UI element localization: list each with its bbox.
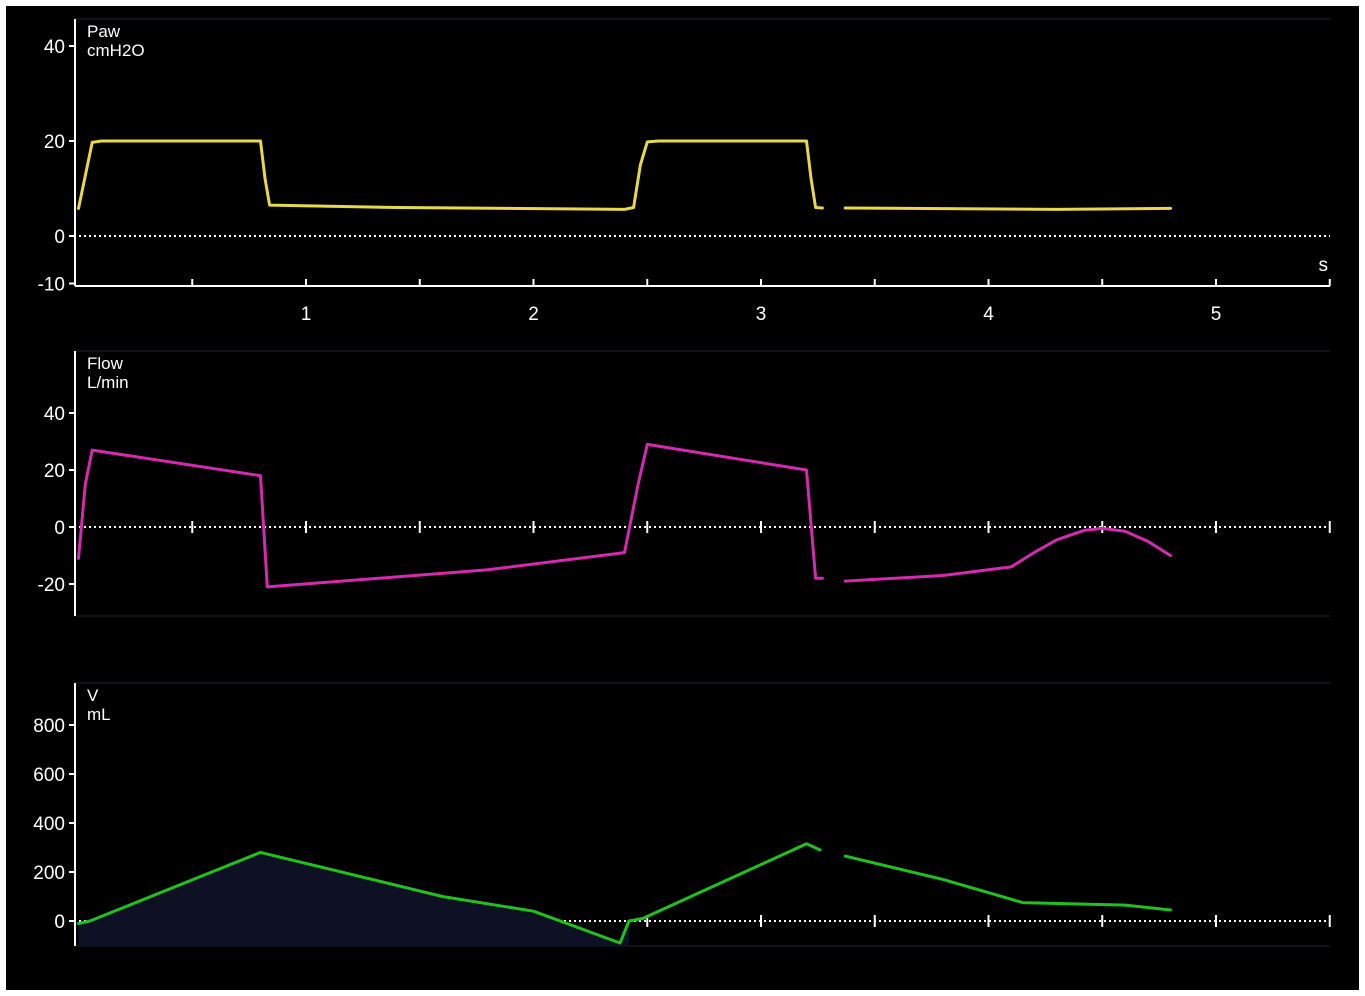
chart-1-y-tick-label: 0 bbox=[54, 518, 65, 539]
chart-0-x-tick-label: 2 bbox=[528, 304, 539, 325]
chart-0-y-tick-label: -10 bbox=[38, 275, 65, 296]
chart-2-title: V bbox=[87, 686, 99, 705]
chart-1-series-line bbox=[843, 526, 1172, 583]
chart-1-series-line bbox=[77, 442, 824, 589]
ventilator-waveform-screen: 40 20 0 -10 1 2 3 4 5 s Paw cmH2O 40 20 0 -20 Flow L/min 8… bbox=[6, 6, 1359, 990]
chart-2-series-line bbox=[843, 854, 1172, 912]
chart-0-x-tick-label: 5 bbox=[1211, 304, 1222, 325]
chart-0-unit: cmH2O bbox=[87, 41, 145, 60]
chart-0-y-tick-label: 20 bbox=[44, 132, 65, 153]
chart-1-unit: L/min bbox=[87, 373, 129, 392]
chart-0-x-tick-label: 1 bbox=[301, 304, 312, 325]
chart-0-x-tick-label: 4 bbox=[983, 304, 994, 325]
chart-0-series-line bbox=[843, 206, 1172, 211]
chart-2-area-fill bbox=[78, 852, 630, 946]
chart-1-title: Flow bbox=[87, 354, 124, 373]
chart-2-series-line bbox=[77, 842, 822, 945]
chart-0-title: Paw bbox=[87, 22, 121, 41]
chart-2-unit: mL bbox=[87, 705, 111, 724]
chart-0-y-tick-label: 40 bbox=[44, 37, 65, 58]
chart-0-x-unit: s bbox=[1319, 255, 1329, 276]
chart-2-y-tick-label: 200 bbox=[33, 863, 65, 884]
chart-2-y-tick-label: 800 bbox=[33, 716, 65, 737]
chart-2-y-tick-label: 600 bbox=[33, 765, 65, 786]
chart-0-x-tick-label: 3 bbox=[756, 304, 767, 325]
chart-0-series-line bbox=[77, 139, 824, 211]
chart-2-y-tick-label: 0 bbox=[54, 912, 65, 933]
chart-2-y-tick-label: 400 bbox=[33, 814, 65, 835]
chart-1-y-tick-label: -20 bbox=[38, 575, 65, 596]
chart-0-y-tick-label: 0 bbox=[54, 227, 65, 248]
chart-1-y-tick-label: 20 bbox=[44, 461, 65, 482]
chart-1-y-tick-label: 40 bbox=[44, 404, 65, 425]
